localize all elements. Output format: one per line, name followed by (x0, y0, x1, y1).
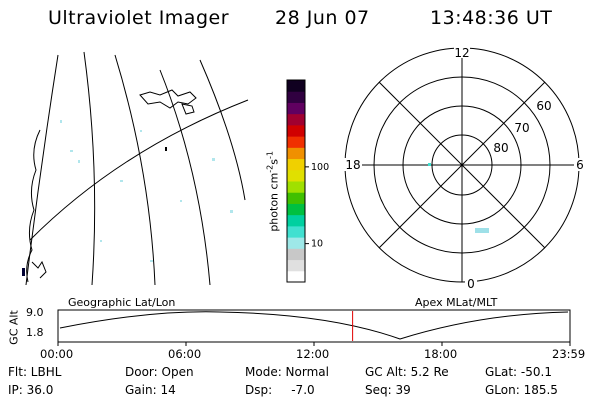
meridian-line (25, 54, 59, 286)
observation-time: 13:48:36 UT (430, 7, 553, 29)
colorbar-segment (287, 225, 305, 238)
colorbar-segment (287, 158, 305, 171)
door-info: Door: Open (125, 365, 194, 379)
map-marker (22, 268, 25, 276)
polar-emission (428, 163, 431, 166)
mlt-label-12: 12 (454, 46, 469, 60)
instrument-title: Ultraviolet Imager (48, 7, 230, 29)
mlt-label-0: 0 (467, 277, 475, 291)
geographic-map (22, 51, 249, 286)
altitude-curve (59, 311, 569, 340)
colorbar-segment (287, 136, 305, 148)
colorbar: 100 10 (286, 79, 329, 283)
coastline (181, 103, 195, 115)
colorbar-segment (287, 169, 305, 182)
ip-info: IP: 36.0 (8, 383, 54, 397)
mlt-line (378, 81, 546, 249)
mlt-label-18: 18 (345, 158, 360, 172)
altitude-ytick: 1.8 (26, 326, 44, 339)
unit-exponent: -1 (265, 151, 275, 159)
colorbar-segment (287, 237, 305, 249)
auroral-emission-speckle (60, 120, 233, 262)
time-tick: 23:59 (552, 347, 586, 361)
time-tick: 18:00 (424, 347, 458, 361)
filter-info: Flt: LBHL (8, 365, 62, 379)
coastline (26, 129, 41, 283)
colorbar-segment (287, 192, 305, 204)
latitude-line (29, 99, 249, 241)
coastline (31, 260, 47, 279)
lat-label-70: 70 (514, 121, 529, 135)
colorbar-segment (287, 203, 305, 216)
dsp-info: Dsp: -7.0 (245, 383, 315, 397)
unit-text: s (267, 158, 281, 165)
colorbar-tick-label: 100 (311, 162, 329, 173)
seq-info: Seq: 39 (365, 383, 411, 397)
colorbar-segment (287, 102, 305, 115)
altitude-plot-frame (57, 309, 571, 343)
colorbar-segment (287, 80, 305, 92)
colorbar-segment (287, 248, 305, 261)
colorbar-segment (287, 181, 305, 193)
lat-label-80: 80 (493, 141, 508, 155)
polar-emission (475, 228, 489, 233)
colorbar-tick-label: 10 (311, 239, 323, 250)
altitude-plot (57, 309, 571, 346)
time-tick: 12:00 (296, 347, 330, 361)
observation-date: 28 Jun 07 (275, 7, 370, 29)
colorbar-frame (286, 79, 306, 283)
meridian-line (199, 59, 246, 201)
colorbar-segment (287, 214, 305, 227)
map-marker (165, 147, 167, 151)
colorbar-segment (287, 270, 305, 283)
colorbar-segment (287, 259, 305, 272)
meridian-line (159, 69, 211, 286)
colorbar-segment (287, 124, 305, 137)
gain-info: Gain: 14 (125, 383, 176, 397)
time-tick: 00:00 (40, 347, 74, 361)
colorbar-segment (287, 147, 305, 160)
altitude-ylabel: GC Alt (7, 310, 21, 345)
unit-text: photon cm (267, 172, 281, 232)
meridian-line (83, 51, 96, 286)
polar-labels: 12 18 6 0 60 70 80 (344, 46, 586, 291)
polar-plot (344, 47, 580, 283)
colorbar-unit-label: photon cm-2s-1 (266, 131, 281, 251)
unit-exponent: -2 (265, 164, 275, 173)
colorbar-segment (287, 113, 305, 126)
gc-alt-info: GC Alt: 5.2 Re (365, 365, 449, 379)
lat-label-60: 60 (536, 99, 551, 113)
coastline (139, 89, 197, 109)
glon-info: GLon: 185.5 (485, 383, 558, 397)
time-tick: 06:00 (168, 347, 202, 361)
colorbar-segment (287, 91, 305, 103)
apex-panel-label: Apex MLat/MLT (415, 296, 498, 309)
mode-info: Mode: Normal (245, 365, 329, 379)
geographic-panel-label: Geographic Lat/Lon (68, 296, 176, 309)
mlt-label-6: 6 (576, 158, 584, 172)
meridian-line (114, 54, 156, 286)
altitude-ytick: 9.0 (26, 306, 44, 319)
glat-info: GLat: -50.1 (485, 365, 552, 379)
